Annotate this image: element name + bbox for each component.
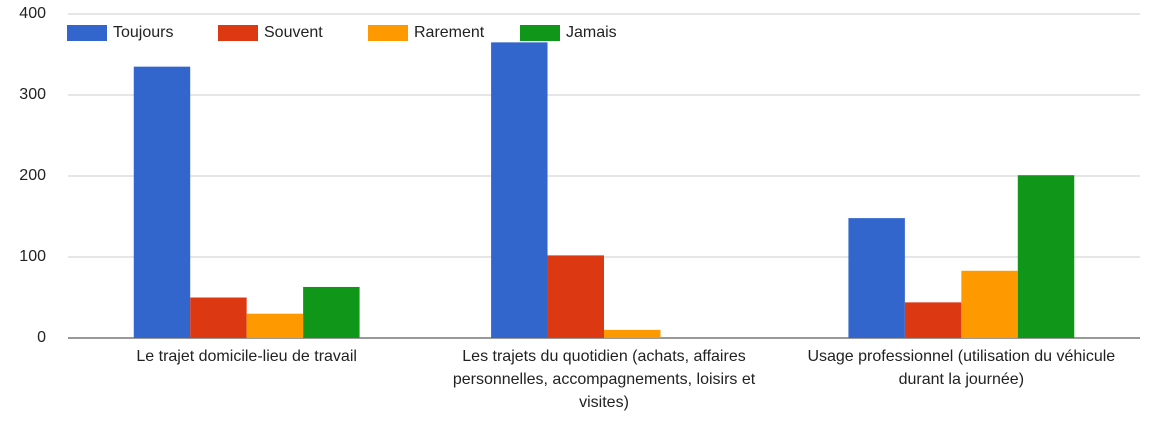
bar — [961, 270, 1018, 338]
bar — [848, 218, 905, 338]
legend-swatch — [218, 25, 258, 41]
bar — [190, 297, 247, 338]
y-tick-label: 0 — [37, 329, 46, 346]
x-tick-label: Le trajet domicile-lieu de travail — [136, 348, 357, 365]
bar — [547, 255, 604, 338]
x-tick-label: Usage professionnel (utilisation du véhi… — [807, 348, 1116, 388]
legend-swatch — [368, 25, 408, 41]
legend-label: Rarement — [414, 24, 485, 41]
bar — [491, 42, 548, 338]
bar — [604, 329, 661, 338]
y-tick-label: 200 — [19, 167, 46, 184]
legend-label: Jamais — [566, 24, 617, 41]
y-tick-label: 300 — [19, 86, 46, 103]
bar — [246, 313, 304, 338]
y-tick-label: 100 — [19, 248, 46, 265]
legend-label: Toujours — [113, 24, 173, 41]
bar — [904, 302, 962, 338]
bar — [1017, 175, 1075, 338]
legend-label: Souvent — [264, 24, 323, 41]
bar — [133, 66, 191, 339]
legend-swatch — [520, 25, 560, 41]
legend-swatch — [67, 25, 107, 41]
bar — [303, 286, 360, 338]
x-tick-label: Les trajets du quotidien (achats, affair… — [452, 348, 756, 411]
y-tick-label: 400 — [19, 5, 46, 22]
